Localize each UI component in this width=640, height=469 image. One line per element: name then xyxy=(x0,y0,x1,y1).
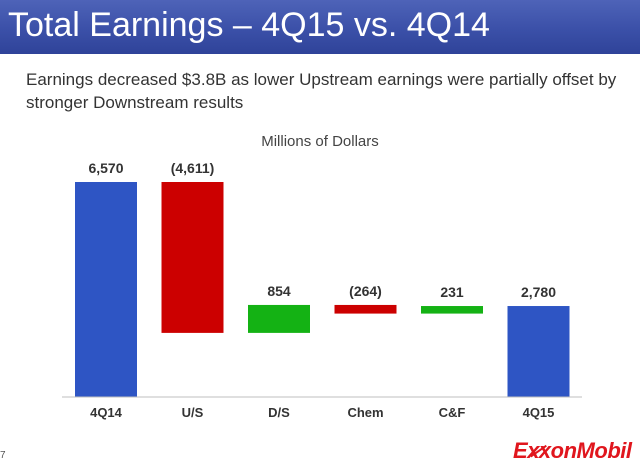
bar-c-f xyxy=(421,306,483,314)
value-label: 2,780 xyxy=(521,284,556,300)
title-bar: Total Earnings – 4Q15 vs. 4Q14 xyxy=(0,0,640,54)
page-number: 7 xyxy=(0,450,6,461)
bar-4q14 xyxy=(75,182,137,397)
value-label: (4,611) xyxy=(171,160,215,176)
bar-u-s xyxy=(161,182,224,333)
exxonmobil-logo: ExxonMobil xyxy=(513,438,632,463)
tick-label: 4Q15 xyxy=(523,405,555,420)
bar-d-s xyxy=(248,304,310,333)
tick-label: D/S xyxy=(268,405,290,420)
value-label: 854 xyxy=(267,283,291,299)
tick-label: U/S xyxy=(182,405,204,420)
bar-chem xyxy=(334,304,397,314)
value-label: (264) xyxy=(349,283,382,299)
bar-4q15 xyxy=(507,306,570,397)
value-labels-group: 6,570 (4,611) 854 (264) 231 2,780 xyxy=(88,160,556,300)
chart-title: Millions of Dollars xyxy=(261,133,379,150)
bars-group xyxy=(75,182,570,397)
tick-label: Chem xyxy=(347,405,383,420)
tick-labels-group: 4Q14 U/S D/S Chem C&F 4Q15 xyxy=(90,405,554,420)
subtitle: Earnings decreased $3.8B as lower Upstre… xyxy=(26,70,617,112)
value-label: 231 xyxy=(440,284,464,300)
value-label: 6,570 xyxy=(88,160,123,176)
tick-label: C&F xyxy=(439,405,466,420)
tick-label: 4Q14 xyxy=(90,405,123,420)
page-title: Total Earnings – 4Q15 vs. 4Q14 xyxy=(8,6,490,44)
